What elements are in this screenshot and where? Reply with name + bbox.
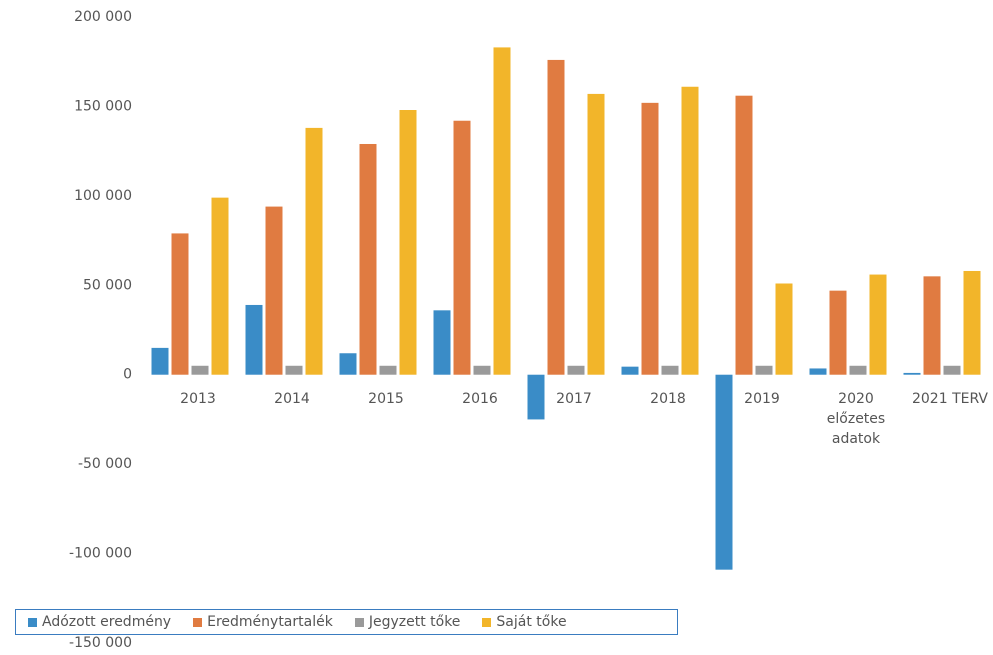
x-tick-label: 2021 TERV bbox=[911, 390, 988, 407]
y-tick-label: 50 000 bbox=[83, 277, 132, 293]
bar bbox=[151, 347, 169, 375]
bar bbox=[869, 274, 887, 375]
bar bbox=[359, 143, 377, 375]
bar bbox=[339, 353, 357, 375]
bar bbox=[963, 270, 981, 375]
x-tick-label: 2016 bbox=[462, 390, 498, 407]
bar bbox=[715, 374, 733, 570]
bar bbox=[191, 365, 209, 375]
y-tick-label: 200 000 bbox=[74, 9, 132, 25]
bar bbox=[453, 120, 471, 375]
bar bbox=[285, 365, 303, 375]
bar bbox=[547, 59, 565, 375]
bar bbox=[923, 276, 941, 375]
y-tick-label: 150 000 bbox=[74, 98, 132, 114]
bar bbox=[849, 365, 867, 375]
legend: Adózott eredmény Eredménytartalék Jegyzett… bbox=[15, 609, 678, 635]
legend-swatch bbox=[354, 617, 364, 627]
bar bbox=[903, 372, 921, 375]
y-tick-label: -150 000 bbox=[69, 635, 132, 651]
bar bbox=[473, 365, 491, 375]
y-tick-label: -50 000 bbox=[78, 456, 132, 472]
bar bbox=[755, 365, 773, 375]
bar bbox=[829, 290, 847, 375]
bar bbox=[211, 197, 229, 375]
x-tick-label: 2019 bbox=[744, 390, 780, 407]
legend-swatch bbox=[193, 617, 203, 627]
bar bbox=[661, 365, 679, 375]
bar bbox=[641, 102, 659, 375]
bar bbox=[621, 366, 639, 375]
x-tick-label: 2014 bbox=[274, 390, 310, 407]
bar bbox=[567, 365, 585, 375]
legend-label: Eredménytartalék bbox=[207, 614, 333, 630]
bar bbox=[265, 206, 283, 375]
legend-item: Eredménytartalék bbox=[193, 614, 333, 630]
y-tick-label: 0 bbox=[123, 367, 132, 383]
legend-item: Jegyzett tőke bbox=[354, 614, 461, 630]
bar bbox=[171, 233, 189, 375]
bar bbox=[433, 310, 451, 375]
x-tick-label: 2017 bbox=[556, 390, 592, 407]
legend-label: Jegyzett tőke bbox=[368, 614, 461, 630]
y-tick-label: -100 000 bbox=[69, 546, 132, 562]
bar bbox=[305, 127, 323, 375]
legend-label: Saját tőke bbox=[496, 614, 567, 630]
bar bbox=[527, 374, 545, 420]
legend-item: Adózott eredmény bbox=[28, 614, 171, 630]
bar bbox=[775, 283, 793, 375]
legend-swatch bbox=[482, 617, 492, 627]
bar bbox=[809, 368, 827, 375]
bar bbox=[379, 365, 397, 375]
bar bbox=[493, 47, 511, 375]
bar bbox=[245, 304, 263, 375]
legend-item: Saját tőke bbox=[482, 614, 567, 630]
bar bbox=[735, 95, 753, 375]
x-tick-label: 2020 előzetes adatok bbox=[826, 390, 886, 447]
legend-swatch bbox=[28, 617, 37, 627]
legend-label: Adózott eredmény bbox=[42, 614, 172, 630]
bar bbox=[587, 93, 605, 375]
y-tick-label: 100 000 bbox=[74, 188, 132, 204]
x-tick-label: 2013 bbox=[180, 390, 216, 407]
bar bbox=[681, 86, 699, 375]
bar bbox=[399, 110, 417, 375]
bar bbox=[943, 365, 961, 375]
x-tick-label: 2018 bbox=[650, 390, 686, 407]
x-tick-label: 2015 bbox=[368, 390, 404, 407]
